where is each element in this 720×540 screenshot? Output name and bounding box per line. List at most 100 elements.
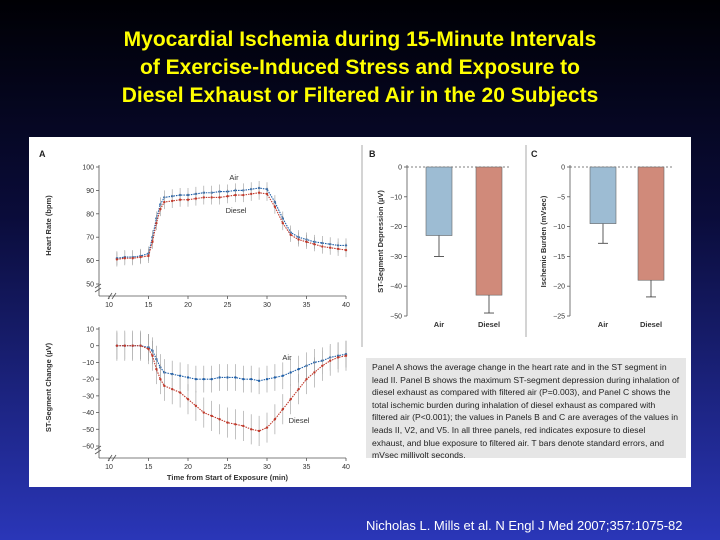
data-point-diesel (226, 195, 229, 198)
data-point-diesel (265, 192, 269, 196)
x-tick-label: 25 (224, 464, 232, 471)
data-point-air (186, 376, 190, 379)
data-point-diesel (139, 255, 142, 259)
y-tick-label: −40 (390, 284, 402, 291)
bar-diesel (475, 166, 503, 296)
y-tick-label: 0 (398, 165, 402, 172)
x-tick-label: 10 (105, 464, 113, 471)
data-point-diesel (202, 196, 205, 199)
y-tick-label: 70 (86, 235, 94, 242)
y-axis-break (94, 445, 102, 455)
data-point-diesel (329, 246, 332, 249)
data-point-diesel (194, 404, 198, 408)
data-point-diesel (336, 247, 340, 251)
y-tick-label: −30 (390, 254, 402, 261)
y-tick-label: −20 (553, 284, 565, 291)
data-point-diesel (210, 414, 213, 418)
category-label-air: Air (598, 320, 609, 329)
citation: Nicholas L. Mills et al. N Engl J Med 20… (366, 518, 683, 533)
y-axis-label: ST-Segment Depression (µV) (376, 190, 385, 293)
data-point-diesel (139, 344, 142, 347)
y-tick-label: −10 (82, 360, 94, 367)
x-tick-label: 40 (342, 464, 350, 471)
data-point-diesel (329, 359, 332, 362)
data-point-air (226, 376, 229, 379)
data-point-diesel (151, 354, 154, 357)
series-line-diesel (116, 192, 347, 260)
data-point-diesel (242, 193, 245, 197)
data-point-diesel (218, 418, 221, 421)
data-point-diesel (151, 240, 154, 244)
y-tick-label: −20 (82, 377, 94, 384)
x-tick-label: 25 (224, 302, 232, 309)
data-point-diesel (131, 257, 134, 260)
y-tick-label: −60 (82, 444, 94, 451)
data-point-diesel (234, 193, 237, 197)
y-tick-label: 60 (86, 258, 94, 265)
data-point-air (257, 379, 261, 383)
y-tick-label: −40 (82, 410, 94, 417)
x-tick-label: 30 (263, 302, 271, 309)
data-point-diesel (273, 205, 277, 208)
data-point-diesel (159, 207, 162, 211)
data-point-air (297, 367, 300, 371)
data-point-diesel (313, 371, 316, 374)
y-axis-break (94, 283, 102, 293)
data-point-diesel (178, 391, 182, 394)
y-tick-label: 80 (86, 211, 94, 218)
y-tick-label: −20 (390, 224, 402, 231)
x-tick-label: 40 (342, 302, 350, 309)
category-label-air: Air (434, 320, 445, 329)
data-point-diesel (250, 428, 253, 431)
title-line-1: Myocardial Ischemia during 15-Minute Int… (123, 28, 597, 51)
data-point-diesel (289, 398, 292, 401)
data-point-air (242, 377, 245, 381)
data-point-air (202, 377, 205, 381)
title-line-3: Diesel Exhaust or Filtered Air in the 20… (121, 84, 599, 107)
data-point-diesel (123, 344, 127, 347)
data-point-diesel (178, 198, 182, 201)
x-axis-label: Time from Start of Exposure (min) (167, 473, 289, 482)
data-point-diesel (281, 408, 284, 411)
bar-air (589, 166, 617, 224)
series-line-diesel (116, 345, 347, 432)
y-tick-label: 0 (561, 165, 565, 172)
data-point-diesel (321, 245, 324, 248)
x-tick-label: 15 (145, 464, 153, 471)
data-point-diesel (171, 387, 174, 391)
data-point-diesel (147, 347, 150, 351)
x-tick-label: 20 (184, 302, 192, 309)
data-point-diesel (202, 411, 205, 414)
series-label-air: Air (282, 353, 292, 362)
series-label-diesel: Diesel (289, 416, 310, 425)
y-axis-label: Ischemic Burden (mVsec) (539, 195, 548, 287)
y-tick-label: 50 (86, 282, 94, 289)
title-line-2: of Exercise-Induced Stress and Exposure … (140, 56, 580, 79)
data-point-diesel (186, 198, 190, 201)
data-point-diesel (155, 367, 158, 371)
x-tick-label: 10 (105, 302, 113, 309)
series-line-air (116, 345, 347, 382)
data-point-diesel (131, 344, 134, 347)
data-point-air (281, 374, 284, 377)
data-point-diesel (265, 426, 269, 429)
y-tick-label: −50 (82, 427, 94, 434)
data-point-diesel (344, 248, 348, 252)
data-point-air (234, 376, 237, 379)
y-tick-label: −5 (557, 194, 565, 201)
y-tick-label: 0 (90, 343, 94, 350)
data-point-air (273, 376, 277, 379)
data-point-diesel (115, 344, 119, 347)
data-point-diesel (257, 429, 261, 433)
data-point-diesel (305, 377, 308, 381)
data-point-diesel (147, 254, 150, 258)
data-point-diesel (115, 258, 119, 261)
data-point-air (265, 377, 269, 381)
category-label-diesel: Diesel (640, 320, 662, 329)
data-point-diesel (281, 221, 284, 225)
data-point-air (210, 377, 213, 381)
data-point-diesel (313, 243, 316, 246)
figure-caption: Panel A shows the average change in the … (366, 358, 686, 460)
data-point-diesel (289, 233, 292, 237)
